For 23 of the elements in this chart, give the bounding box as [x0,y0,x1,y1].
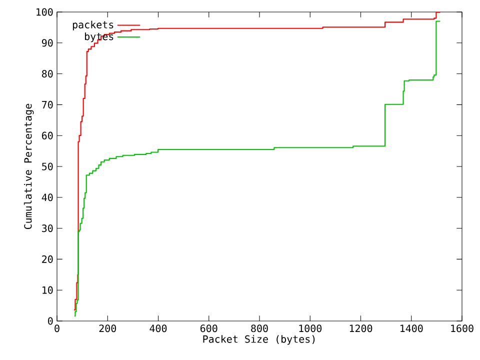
y-tick-label: 0 [48,317,53,325]
y-tick-label: 70 [42,100,53,108]
legend-label: packets [72,20,114,30]
y-tick-label: 10 [42,286,53,294]
x-tick-label: 200 [99,324,116,332]
x-tick-label: 800 [251,324,268,332]
y-tick-label: 40 [42,194,53,202]
y-tick-label: 20 [42,255,53,263]
x-tick-label: 1200 [350,324,372,332]
y-tick-label: 50 [42,162,53,170]
x-tick-label: 1600 [451,324,474,332]
y-tick-label: 60 [42,132,53,140]
x-tick-label: 600 [200,324,218,332]
x-tick-label: 400 [150,324,167,332]
y-axis-title: Cumulative Percentage [24,104,34,230]
x-tick-label: 1400 [400,324,423,332]
x-tick-label: 1000 [299,324,322,332]
y-tick-label: 30 [42,224,53,232]
y-tick-label: 80 [42,70,53,78]
y-tick-label: 100 [36,8,53,16]
x-axis-title: Packet Size (bytes) [203,335,315,345]
y-tick-label: 90 [42,39,53,47]
x-tick-label: 0 [54,324,60,332]
